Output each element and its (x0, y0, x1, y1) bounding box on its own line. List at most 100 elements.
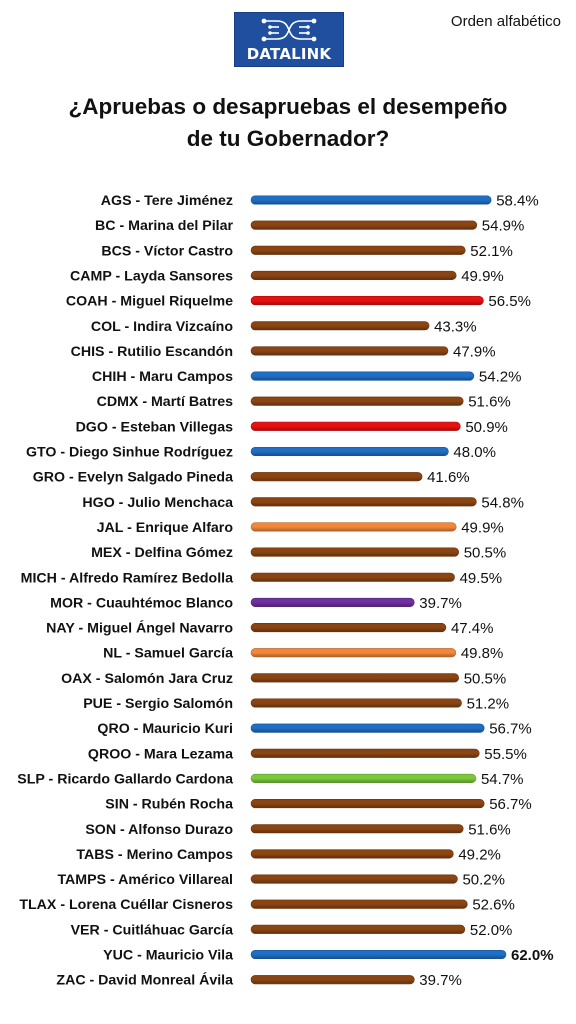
bar (250, 899, 468, 909)
bar (250, 321, 430, 331)
bar (250, 421, 461, 431)
bar (250, 446, 449, 457)
bar (250, 849, 454, 859)
value-label: 55.5% (484, 746, 527, 763)
bar (250, 723, 485, 733)
bar (250, 824, 464, 834)
category-label: ZAC - David Monreal Ávila (56, 972, 233, 989)
category-label: YUC - Mauricio Vila (103, 948, 233, 964)
category-label: CHIH - Maru Campos (92, 369, 233, 385)
value-label: 49.5% (460, 570, 503, 587)
category-label: GRO - Evelyn Salgado Pineda (33, 470, 233, 486)
bar (250, 773, 477, 784)
bar (250, 748, 480, 758)
category-label: NAY - Miguel Ángel Navarro (46, 620, 233, 637)
value-label: 49.9% (461, 268, 504, 285)
value-label: 58.4% (496, 193, 539, 210)
value-label: 54.7% (481, 771, 524, 788)
value-label: 51.2% (467, 696, 510, 713)
value-label: 49.2% (458, 846, 501, 863)
chart-title-line-2: de tu Gobernador? (186, 126, 390, 151)
value-label: 56.7% (489, 721, 532, 738)
chart-title-line-1: ¿Apruebas o desapruebas el desempeño (68, 94, 508, 119)
category-label: PUE - Sergio Salomón (83, 696, 233, 712)
category-label: MEX - Delfina Gómez (91, 545, 233, 561)
value-label: 48.0% (453, 444, 496, 461)
bar (250, 799, 485, 809)
category-label: COL - Indira Vizcaíno (91, 319, 233, 335)
category-label: AGS - Tere Jiménez (101, 193, 233, 209)
value-label: 49.9% (461, 519, 504, 536)
value-label: 54.2% (479, 369, 522, 386)
category-label: OAX - Salomón Jara Cruz (61, 671, 233, 687)
category-label: SIN - Rubén Rocha (105, 797, 233, 813)
bar (250, 195, 492, 205)
value-label: 62.0% (511, 947, 554, 964)
category-label: CDMX - Martí Batres (97, 394, 233, 410)
category-label: QROO - Mara Lezama (88, 746, 233, 762)
category-label: SLP - Ricardo Gallardo Cardona (17, 771, 233, 787)
category-label: CAMP - Layda Sansores (70, 268, 233, 284)
datalink-logo: DATALINK (234, 12, 344, 67)
bar (250, 874, 458, 884)
bar (250, 648, 457, 658)
category-label: BC - Marina del Pilar (95, 218, 233, 234)
category-label: TAMPS - Américo Villareal (57, 872, 233, 888)
category-label: GTO - Diego Sinhue Rodríguez (26, 445, 233, 461)
category-label: DGO - Esteban Villegas (76, 419, 234, 435)
value-label: 39.7% (419, 972, 462, 989)
bar (250, 673, 460, 683)
category-label: MICH - Alfredo Ramírez Bedolla (21, 570, 233, 586)
bar (250, 622, 447, 633)
brand-name: DATALINK (246, 45, 332, 63)
value-label: 50.5% (464, 545, 507, 562)
value-label: 50.9% (465, 419, 508, 436)
value-label: 54.9% (482, 218, 525, 235)
value-label: 52.0% (470, 922, 513, 939)
value-label: 52.1% (470, 243, 513, 260)
category-label: JAL - Enrique Alfaro (97, 520, 234, 536)
category-label: NL - Samuel García (103, 646, 233, 662)
bar (250, 949, 507, 960)
category-label: VER - Cuitláhuac García (71, 922, 234, 938)
bar (250, 220, 478, 230)
bar (250, 396, 464, 406)
category-label: CHIS - Rutilio Escandón (71, 344, 233, 360)
category-label: MOR - Cuauhtémoc Blanco (50, 595, 233, 611)
value-label: 41.6% (427, 469, 470, 486)
bar (250, 270, 457, 281)
bar (250, 472, 423, 482)
value-label: 43.3% (434, 318, 477, 335)
bar (250, 572, 455, 582)
value-label: 56.5% (488, 293, 531, 310)
chart-title: ¿Apruebas o desapruebas el desempeño de … (0, 91, 576, 155)
category-label: TLAX - Lorena Cuéllar Cisneros (19, 897, 233, 913)
value-label: 50.2% (462, 872, 505, 889)
value-label: 52.6% (472, 897, 515, 914)
bar (250, 698, 462, 708)
value-label: 50.5% (464, 670, 507, 687)
value-label: 39.7% (419, 595, 462, 612)
category-label: HGO - Julio Menchaca (82, 495, 233, 511)
bar (250, 346, 449, 356)
value-label: 54.8% (481, 494, 524, 511)
circuit-logo-icon (261, 18, 317, 42)
value-label: 51.6% (468, 821, 511, 838)
category-label: QRO - Mauricio Kuri (97, 721, 233, 737)
value-label: 47.9% (453, 343, 496, 360)
value-label: 56.7% (489, 796, 532, 813)
bar (250, 245, 466, 255)
bar (250, 975, 415, 985)
category-label: BCS - Víctor Castro (101, 243, 233, 259)
bar (250, 497, 477, 507)
bar (250, 522, 457, 532)
bar (250, 547, 460, 557)
sort-order-note: Orden alfabético (450, 13, 561, 30)
bar (250, 597, 415, 607)
value-label: 49.8% (461, 645, 504, 662)
bar (250, 371, 475, 381)
bar (250, 296, 484, 306)
category-label: SON - Alfonso Durazo (85, 822, 233, 838)
value-label: 51.6% (468, 394, 511, 411)
